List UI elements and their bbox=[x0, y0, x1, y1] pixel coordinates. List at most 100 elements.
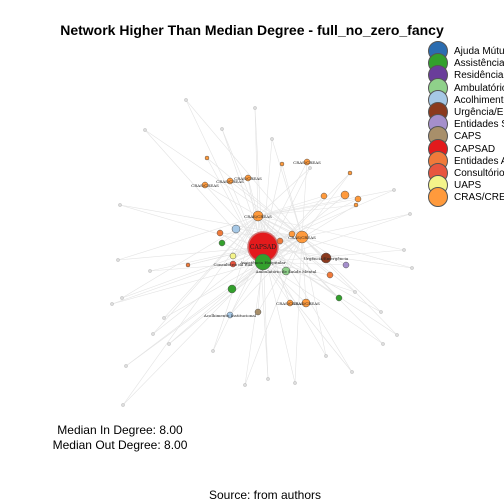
network-edge bbox=[117, 246, 264, 261]
network-edge bbox=[144, 129, 303, 238]
network-node bbox=[281, 266, 291, 276]
network-edge bbox=[121, 246, 264, 299]
network-edge bbox=[185, 99, 264, 263]
network-edge bbox=[212, 215, 259, 352]
network-node bbox=[121, 403, 125, 407]
network-edge bbox=[257, 215, 356, 293]
network-node bbox=[204, 155, 210, 161]
network-edge bbox=[221, 128, 259, 217]
network-edge bbox=[254, 107, 259, 217]
legend-label: Entidades S bbox=[454, 119, 504, 131]
legend-label: Residência bbox=[454, 70, 504, 82]
network-edge bbox=[262, 213, 411, 263]
network-edge bbox=[262, 246, 382, 313]
network-node bbox=[229, 252, 237, 260]
node-label: CRAS/CREAS bbox=[292, 301, 320, 306]
network-edge bbox=[122, 261, 264, 406]
network-edge bbox=[204, 184, 259, 217]
network-edge bbox=[144, 129, 264, 263]
node-label: CRAS/CREAS bbox=[293, 160, 321, 165]
network-node bbox=[151, 332, 155, 336]
network-node bbox=[354, 195, 362, 203]
network-edge bbox=[301, 213, 411, 238]
network-edge bbox=[122, 215, 259, 406]
legend-label: CAPSAD bbox=[454, 143, 496, 155]
network-node bbox=[340, 190, 350, 200]
network-node bbox=[381, 342, 385, 346]
network-node bbox=[286, 299, 294, 307]
network-edge bbox=[117, 215, 259, 261]
network-node bbox=[220, 127, 224, 131]
node-layer bbox=[110, 98, 414, 407]
network-node bbox=[227, 284, 237, 294]
network-node bbox=[253, 106, 257, 110]
network-edge bbox=[206, 157, 303, 238]
network-node bbox=[254, 308, 262, 316]
network-node bbox=[326, 271, 334, 279]
network-node bbox=[308, 166, 312, 170]
network-node bbox=[279, 161, 285, 167]
network-node bbox=[408, 212, 412, 216]
network-edge bbox=[294, 236, 303, 384]
network-node bbox=[216, 229, 224, 237]
median-in-degree: Median In Degree: 8.00 bbox=[57, 423, 183, 437]
network-node bbox=[353, 202, 359, 208]
network-edge bbox=[244, 236, 303, 386]
network-node bbox=[118, 203, 122, 207]
network-edge bbox=[262, 246, 327, 357]
network-node bbox=[226, 311, 234, 319]
legend-label: CAPS bbox=[454, 131, 482, 143]
network-edge bbox=[244, 261, 264, 386]
legend-swatch bbox=[428, 187, 448, 208]
network-node bbox=[392, 188, 396, 192]
legend-label: Urgência/Em bbox=[454, 106, 504, 118]
network-edge bbox=[301, 161, 308, 238]
median-out-degree: Median Out Degree: 8.00 bbox=[52, 438, 188, 452]
network-node bbox=[167, 342, 171, 346]
network-edge bbox=[221, 128, 264, 248]
network-edge bbox=[281, 163, 303, 238]
network-node bbox=[270, 137, 274, 141]
node-label: Assistência Hospitalar bbox=[239, 260, 285, 265]
network-node bbox=[184, 98, 188, 102]
network-node bbox=[395, 333, 399, 337]
network-node bbox=[353, 290, 357, 294]
network-node bbox=[410, 266, 414, 270]
chart-title: Network Higher Than Median Degree - full… bbox=[60, 22, 444, 38]
network-edge bbox=[262, 261, 384, 345]
network-edge bbox=[262, 138, 273, 248]
legend-label: Consultório bbox=[454, 167, 504, 179]
network-node bbox=[324, 354, 328, 358]
network-node bbox=[379, 310, 383, 314]
network-edge bbox=[163, 261, 264, 319]
label-layer: CAPSAD Assistência Hospitalar Ambulatório … bbox=[191, 160, 349, 318]
network-edge bbox=[185, 99, 303, 238]
node-label: Consultório na Rua bbox=[213, 262, 253, 267]
network-node bbox=[120, 296, 124, 300]
network-edge bbox=[257, 189, 395, 217]
network-edge bbox=[262, 246, 296, 384]
network-edge bbox=[212, 246, 264, 352]
network-edge bbox=[301, 236, 382, 313]
network-edge bbox=[125, 261, 264, 367]
network-edge bbox=[111, 261, 264, 305]
network-edge bbox=[262, 161, 308, 248]
network-node bbox=[347, 170, 353, 176]
network-edge bbox=[301, 236, 398, 336]
node-label: CRAS/CREAS bbox=[288, 235, 316, 240]
network-edge bbox=[271, 138, 303, 238]
node-label: Acolhimento Institucional bbox=[203, 313, 257, 318]
node-label: CRAS/CREAS bbox=[216, 179, 244, 184]
network-node bbox=[201, 181, 209, 189]
network-edge bbox=[257, 215, 384, 345]
network-node bbox=[231, 224, 241, 234]
legend-label: CRAS/CRE bbox=[454, 192, 504, 204]
network-node bbox=[148, 269, 152, 273]
network-edge bbox=[152, 215, 259, 335]
legend-label: Entidades A bbox=[454, 155, 504, 167]
network-edge bbox=[119, 204, 303, 238]
network-node bbox=[143, 128, 147, 132]
network-edge bbox=[163, 215, 259, 319]
network-node bbox=[254, 253, 272, 271]
network-node bbox=[350, 370, 354, 374]
